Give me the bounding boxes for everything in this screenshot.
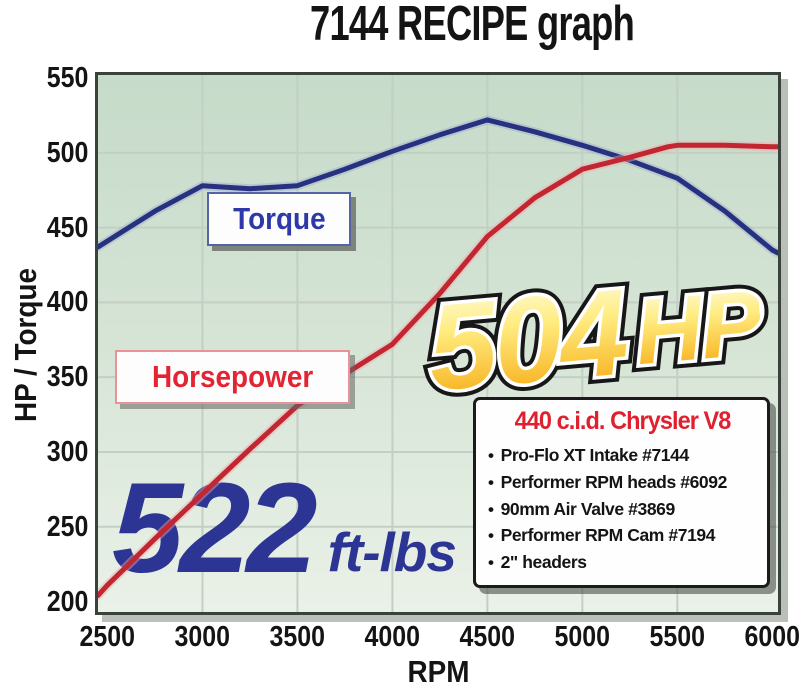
x-tick-label-3000: 3000	[154, 620, 250, 654]
spec-bullet-text: Pro-Flo XT Intake #7144	[500, 445, 690, 465]
x-tick-label-6000: 6000	[724, 620, 800, 654]
y-tick-label-400: 400	[14, 285, 88, 319]
spec-bullet-text: 90mm Air Valve #3869	[500, 498, 676, 519]
peak-torque-callout: 522 ft-lbs	[112, 457, 457, 600]
y-tick-text: 350	[46, 361, 88, 394]
y-tick-label-200: 200	[14, 585, 88, 619]
x-tick-label-4500: 4500	[439, 620, 535, 654]
bullet-dot-icon: •	[488, 472, 494, 492]
x-tick-text: 6000	[744, 621, 800, 653]
series-lines-layer	[98, 115, 778, 600]
y-tick-label-300: 300	[14, 435, 88, 469]
spec-bullet-item: • Performer RPM heads #6092	[488, 469, 757, 496]
y-tick-text: 200	[46, 585, 88, 618]
y-tick-text: 400	[46, 286, 88, 319]
plot-area: 522 ft-lbs Torque Horsepower 504 504 504…	[95, 72, 781, 615]
torque-line	[98, 117, 778, 256]
spec-bullet-item: • 90mm Air Valve #3869	[488, 496, 757, 523]
bullet-dot-icon: •	[488, 526, 494, 546]
x-tick-label-5000: 5000	[534, 620, 630, 654]
x-tick-text: 5000	[554, 621, 611, 653]
x-tick-label-5500: 5500	[629, 620, 725, 654]
x-axis-title: RPM	[406, 654, 469, 689]
peak-hp-value: 504 504 504	[415, 256, 639, 424]
y-tick-text: 500	[46, 136, 88, 169]
x-tick-label-3500: 3500	[249, 620, 345, 654]
x-tick-label-4000: 4000	[344, 620, 440, 654]
x-tick-text: 4500	[459, 621, 516, 653]
bullet-dot-icon: •	[488, 446, 494, 465]
bullet-dot-icon: •	[488, 499, 494, 519]
spec-bullet-item: • Pro-Flo XT Intake #7144	[488, 442, 757, 469]
x-tick-label-2500: 2500	[59, 620, 155, 654]
x-tick-text: 2500	[79, 621, 136, 653]
y-tick-label-500: 500	[14, 136, 88, 170]
engine-spec-bullet-list: • Pro-Flo XT Intake #7144 • Performer RPM h…	[488, 442, 757, 576]
y-tick-text: 450	[46, 211, 88, 244]
y-tick-label-450: 450	[14, 211, 88, 245]
peak-torque-unit: ft-lbs	[327, 520, 457, 583]
spec-bullet-text: 2" headers	[500, 552, 587, 573]
y-tick-label-550: 550	[14, 61, 88, 95]
x-tick-text: 4000	[364, 621, 421, 653]
peak-hp-unit: HP HP HP	[624, 265, 773, 393]
y-tick-text: 250	[46, 510, 88, 543]
horsepower-series-label: Horsepower	[115, 350, 350, 404]
spec-bullet-text: Performer RPM heads #6092	[500, 471, 728, 492]
y-tick-text: 550	[46, 61, 88, 94]
spec-bullet-text: Performer RPM Cam #7194	[500, 525, 716, 546]
y-tick-label-350: 350	[14, 360, 88, 394]
y-tick-text: 300	[46, 435, 88, 468]
x-tick-text: 3000	[174, 621, 231, 653]
x-tick-text: 3500	[269, 621, 326, 653]
horsepower-line	[98, 142, 778, 598]
peak-torque-value: 522	[112, 457, 318, 600]
spec-bullet-item: • Performer RPM Cam #7194	[488, 522, 757, 549]
x-tick-text: 5500	[649, 621, 706, 653]
engine-spec-title: 440 c.i.d. Chrysler V8	[514, 407, 732, 435]
page-title: 7144 RECIPE graph	[310, 0, 635, 51]
bullet-dot-icon: •	[488, 553, 494, 573]
engine-spec-box: 440 c.i.d. Chrysler V8 • Pro-Flo XT Intak…	[473, 397, 770, 589]
torque-series-label: Torque	[207, 192, 351, 246]
spec-bullet-item: • 2" headers	[488, 549, 757, 576]
y-tick-label-250: 250	[14, 510, 88, 544]
